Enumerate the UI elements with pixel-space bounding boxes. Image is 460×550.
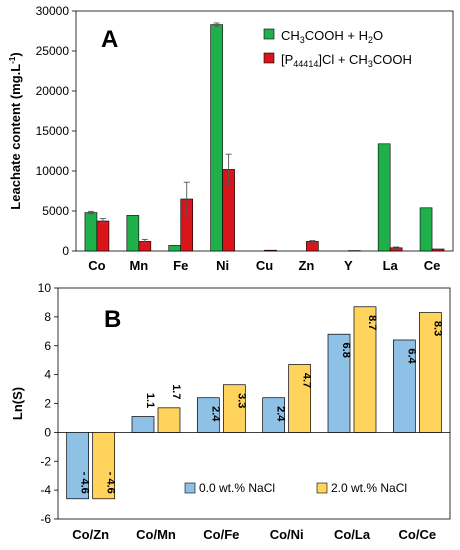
bar-a: [96, 220, 110, 252]
legend-label-b: 2.0 wt.% NaCl: [331, 481, 407, 495]
bar-a: [377, 143, 391, 252]
bar-b: [222, 384, 246, 433]
data-label-b: 1.1: [144, 393, 156, 408]
bar-b: [131, 416, 155, 433]
bar-b: [288, 364, 312, 433]
bar-a: [126, 215, 140, 252]
bar-a: [419, 207, 433, 252]
panel-label-a: A: [101, 26, 118, 53]
category-label-a: Mn: [129, 258, 148, 273]
bar-b: [92, 432, 116, 500]
legend-label-a: CH3COOH + H2O: [281, 28, 383, 45]
y-tick-label-a: 0: [62, 244, 69, 258]
data-label-b: 3.3: [235, 393, 247, 408]
category-label-a: La: [383, 258, 399, 273]
category-label-b: Co/Zn: [72, 527, 109, 542]
category-label-a: Fe: [173, 258, 188, 273]
legend-swatch-a: [263, 28, 275, 40]
data-label-b: - 4.6: [79, 472, 91, 494]
y-tick-label-b: 10: [38, 281, 52, 295]
category-label-b: Co/Fe: [203, 527, 239, 542]
data-label-b: 2.4: [209, 406, 221, 422]
y-tick-label-b: 4: [44, 368, 51, 382]
data-label-b: - 4.6: [105, 472, 117, 494]
bar-b: [327, 333, 351, 433]
data-label-b: 8.7: [366, 315, 378, 330]
data-label-b: 4.7: [301, 373, 313, 388]
category-label-a: Zn: [298, 258, 314, 273]
y-tick-label-b: -4: [40, 483, 51, 497]
category-label-b: Co/Ni: [270, 527, 304, 542]
category-label-a: Cu: [256, 258, 273, 273]
y-tick-label-b: -6: [40, 512, 51, 526]
bar-a: [84, 212, 98, 252]
legend-label-a: [P44414]Cl + CH3COOH: [281, 52, 412, 69]
y-tick-label-b: 2: [44, 397, 51, 411]
legend-swatch-a: [263, 52, 275, 64]
y-tick-label-a: 30000: [36, 4, 70, 18]
panel-a-frame: [75, 10, 454, 252]
category-label-b: Co/Mn: [136, 527, 176, 542]
legend-label-b: 0.0 wt.% NaCl: [199, 481, 275, 495]
bar-b: [262, 397, 286, 433]
bar-a: [431, 248, 445, 252]
bar-a: [306, 241, 319, 252]
data-label-b: 1.7: [170, 384, 182, 399]
y-tick-label-b: 6: [44, 339, 51, 353]
data-label-b: 8.3: [431, 321, 443, 336]
legend-swatch-b: [316, 482, 328, 494]
category-label-a: Y: [344, 258, 353, 273]
y-tick-label-b: 0: [44, 425, 51, 439]
y-tick-label-a: 25000: [36, 44, 70, 58]
y-tick-label-a: 15000: [36, 124, 70, 138]
y-axis-label-b: Ln(S): [10, 387, 25, 420]
y-tick-label-a: 10000: [36, 164, 70, 178]
category-label-a: Co: [88, 258, 105, 273]
y-tick-label-b: 8: [44, 310, 51, 324]
panel-label-b: B: [104, 306, 121, 333]
y-axis-label-a: Leachate content (mg.L-1): [8, 52, 23, 209]
data-label-b: 6.4: [405, 348, 417, 364]
panel-a: 0 5000 10000 15000 20000 25000 30000 Leachate c…: [8, 4, 454, 273]
y-tick-label-a: 5000: [42, 204, 69, 218]
y-tick-label-a: 20000: [36, 84, 70, 98]
bar-a: [168, 245, 182, 252]
category-label-b: Co/Ce: [399, 527, 437, 542]
data-label-b: 6.8: [340, 343, 352, 358]
category-label-a: Ce: [424, 258, 441, 273]
bar-b: [418, 312, 442, 433]
bar-b: [66, 432, 90, 500]
panel-b: -6 -4 -2 0 2 4 6 8 10 Ln(S) Co/Zn - 4.6 - 4.6 Co/Mn 1.…: [10, 281, 451, 542]
legend-swatch-b: [184, 482, 196, 494]
bar-a: [210, 24, 223, 252]
y-tick-label-b: -2: [40, 454, 51, 468]
category-label-a: Ni: [216, 258, 229, 273]
bar-a: [264, 249, 277, 252]
bar-b: [353, 306, 377, 433]
bar-b: [157, 407, 181, 433]
bar-b: [392, 339, 416, 433]
category-label-b: Co/La: [334, 527, 371, 542]
bar-b: [196, 397, 220, 433]
data-label-b: 2.4: [275, 406, 287, 422]
